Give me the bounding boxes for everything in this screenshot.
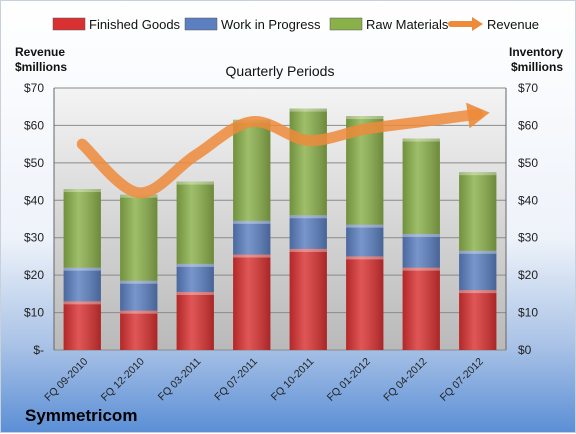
y-tick-left: $50: [24, 156, 44, 170]
bar-shading: [120, 310, 158, 350]
legend-swatch: [184, 17, 218, 31]
bar-shading: [346, 224, 384, 257]
bar-shading: [63, 267, 101, 302]
bar-shading: [402, 267, 440, 350]
y-tick-right: $10: [518, 306, 538, 320]
bar-shading: [459, 172, 497, 251]
y-tick-left: $40: [24, 193, 44, 207]
revenue-arrowhead: [466, 102, 490, 129]
legend-label: Revenue: [487, 17, 539, 32]
bar-top-highlight: [402, 138, 440, 142]
bar-top-highlight: [346, 256, 384, 260]
x-tick-label: FQ 10-2011: [269, 356, 317, 404]
bar-top-highlight: [289, 248, 327, 252]
x-tick-label: FQ 01-2012: [325, 356, 373, 404]
bar-shading: [233, 220, 271, 255]
x-tick-label: FQ 03-2011: [156, 356, 204, 404]
y-tick-left: $70: [24, 81, 44, 95]
y-tick-left: $60: [24, 118, 44, 132]
y-tick-right: $20: [518, 268, 538, 282]
bar-shading: [233, 254, 271, 350]
bar-top-highlight: [176, 263, 214, 267]
y-tick-left: $10: [24, 306, 44, 320]
bar-top-highlight: [289, 215, 327, 219]
x-tick-label: FQ 07-2012: [438, 356, 486, 404]
bar-shading: [233, 119, 271, 221]
left-axis-label-line2: $millions: [15, 60, 67, 74]
bar-shading: [346, 256, 384, 350]
y-tick-left: $-: [33, 343, 44, 357]
chart-title: Quarterly Periods: [226, 63, 335, 79]
bar-top-highlight: [459, 172, 497, 176]
bar-shading: [289, 215, 327, 249]
y-tick-right: $30: [518, 231, 538, 245]
company-name: Symmetricom: [25, 406, 137, 425]
bar-top-highlight: [176, 181, 214, 185]
bar-top-highlight: [402, 267, 440, 271]
x-tick-label: FQ 04-2012: [381, 356, 429, 404]
legend-swatch: [52, 17, 86, 31]
bar-top-highlight: [233, 220, 271, 224]
bar-shading: [63, 301, 101, 350]
bar-top-highlight: [120, 280, 158, 284]
bar-shading: [402, 233, 440, 268]
revenue-line: [76, 108, 484, 199]
bar-shading: [63, 189, 101, 268]
bar-shading: [289, 108, 327, 216]
bar-shading: [176, 291, 214, 350]
bar-shading: [402, 138, 440, 234]
y-tick-left: $20: [24, 268, 44, 282]
bar-shading: [176, 263, 214, 292]
bar-shading: [120, 280, 158, 311]
bar-shading: [289, 248, 327, 350]
bar-shading: [459, 250, 497, 291]
y-tick-right: $60: [518, 118, 538, 132]
right-axis-label-line1: Inventory: [509, 45, 563, 59]
legend-revenue-arrow: [472, 17, 483, 31]
bar-top-highlight: [63, 301, 101, 305]
y-tick-right: $40: [518, 193, 538, 207]
bar-top-highlight: [176, 291, 214, 295]
legend-swatch: [329, 17, 363, 31]
bar-top-highlight: [346, 224, 384, 228]
right-axis-label-line2: $millions: [511, 60, 563, 74]
bar-top-highlight: [346, 116, 384, 120]
bar-top-highlight: [63, 267, 101, 271]
bar-top-highlight: [120, 310, 158, 314]
bar-top-highlight: [289, 108, 327, 112]
y-tick-right: $70: [518, 81, 538, 95]
legend-label: Work in Progress: [221, 17, 321, 32]
y-tick-right: $0: [518, 343, 532, 357]
bar-shading: [120, 194, 158, 281]
bar-shading: [176, 181, 214, 264]
bar-top-highlight: [63, 189, 101, 193]
bar-top-highlight: [459, 290, 497, 294]
bar-top-highlight: [402, 233, 440, 237]
x-tick-label: FQ 09-2010: [42, 356, 90, 404]
legend-label: Finished Goods: [89, 17, 181, 32]
bar-top-highlight: [459, 250, 497, 254]
y-tick-right: $50: [518, 156, 538, 170]
left-axis-label-line1: Revenue: [15, 45, 65, 59]
legend-label: Raw Materials: [366, 17, 449, 32]
y-tick-left: $30: [24, 231, 44, 245]
bar-top-highlight: [233, 254, 271, 258]
x-tick-label: FQ 07-2011: [212, 356, 260, 404]
bar-shading: [459, 290, 497, 350]
x-tick-label: FQ 12-2010: [99, 356, 147, 404]
